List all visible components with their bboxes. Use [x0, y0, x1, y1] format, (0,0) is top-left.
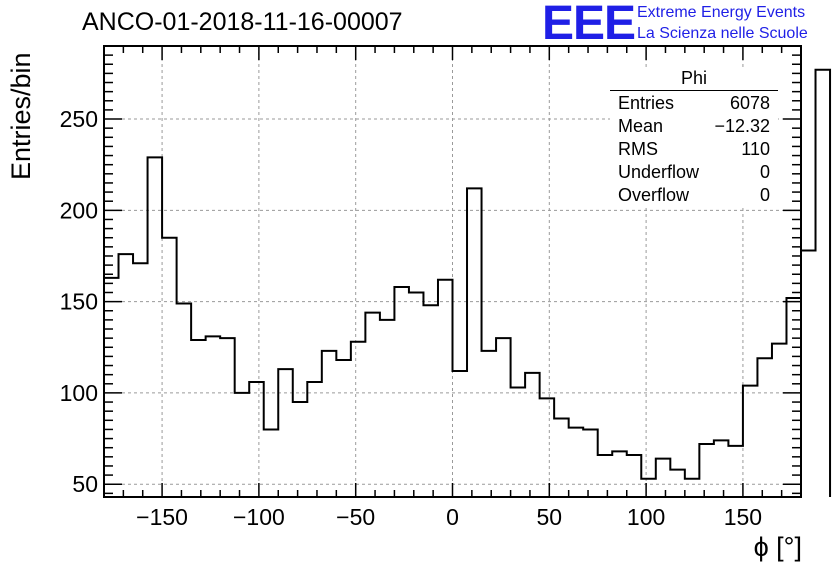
logo-line-2: La Scienza nelle Scuole	[637, 25, 808, 42]
stats-row-mean: Mean −12.32	[610, 115, 778, 138]
stats-value: −12.32	[714, 116, 770, 136]
y-tick-label: 250	[60, 106, 98, 132]
x-tick-label: 0	[446, 504, 459, 530]
stats-row-entries: Entries 6078	[610, 92, 778, 115]
stats-value: 0	[759, 162, 770, 182]
y-tick-label: 50	[72, 471, 98, 497]
chart-title: ANCO-01-2018-11-16-00007	[82, 8, 403, 36]
x-tick-label: −150	[136, 504, 188, 530]
histogram-line	[103, 68, 832, 497]
stats-row-overflow: Overflow 0	[610, 184, 778, 207]
y-tick-label: 100	[60, 380, 98, 406]
logo-line-1: Extreme Energy Events	[637, 4, 806, 21]
stats-label: Entries	[618, 93, 675, 113]
stats-label: Mean	[618, 116, 664, 136]
axis-ticks	[103, 46, 802, 497]
y-axis-label: Entries/bin	[6, 52, 36, 180]
stats-label: Overflow	[618, 185, 690, 205]
stats-box: Phi Entries 6078 Mean −12.32 RMS 110 Underf…	[610, 68, 778, 207]
stats-label: RMS	[618, 139, 658, 159]
y-tick-label: 200	[60, 197, 98, 223]
stats-title: Phi	[610, 68, 778, 91]
x-axis-label: ϕ [°]	[753, 532, 802, 562]
x-tick-label: 150	[724, 504, 762, 530]
stats-value: 6078	[729, 93, 770, 113]
eee-logo: EEE	[542, 0, 636, 50]
x-tick-label: −50	[336, 504, 375, 530]
y-tick-label: 150	[60, 289, 98, 315]
stats-row-rms: RMS 110	[610, 138, 778, 161]
stats-label: Underflow	[618, 162, 700, 182]
stats-value: 110	[741, 139, 770, 159]
x-tick-label: −100	[233, 504, 285, 530]
tick-labels: −150 −100 −50 0 50 100 150 50 100 150 200 250	[60, 106, 762, 530]
stats-value: 0	[759, 185, 770, 205]
x-tick-label: 100	[627, 504, 665, 530]
x-tick-label: 50	[537, 504, 563, 530]
stats-row-underflow: Underflow 0	[610, 161, 778, 184]
